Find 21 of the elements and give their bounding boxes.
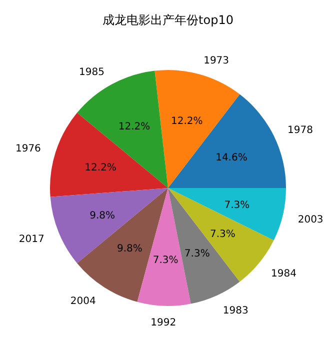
slice-label: 2004 [70, 296, 96, 308]
data-label: 12.2% [118, 122, 150, 133]
slice-label: 1992 [150, 317, 176, 328]
data-label: 12.2% [84, 162, 116, 174]
slice-label: 2017 [18, 234, 44, 245]
slice-label: 1983 [222, 306, 248, 317]
slice-label: 1978 [288, 124, 314, 136]
data-label: 7.3% [184, 248, 210, 260]
data-label: 9.8% [90, 210, 116, 222]
data-label: 9.8% [116, 244, 142, 255]
data-label: 7.3% [152, 254, 178, 266]
data-label: 14.6% [216, 152, 248, 164]
slice-label: 1973 [204, 55, 230, 66]
chart-title: 成龙电影出产年份top10 [102, 13, 234, 27]
slice-label: 1985 [79, 66, 104, 78]
data-label: 12.2% [171, 116, 203, 127]
slice-label: 2003 [298, 214, 324, 226]
data-label: 7.3% [224, 200, 250, 212]
slice-label: 1976 [15, 144, 41, 155]
data-label: 7.3% [210, 228, 236, 240]
slice-label: 1984 [271, 268, 296, 280]
